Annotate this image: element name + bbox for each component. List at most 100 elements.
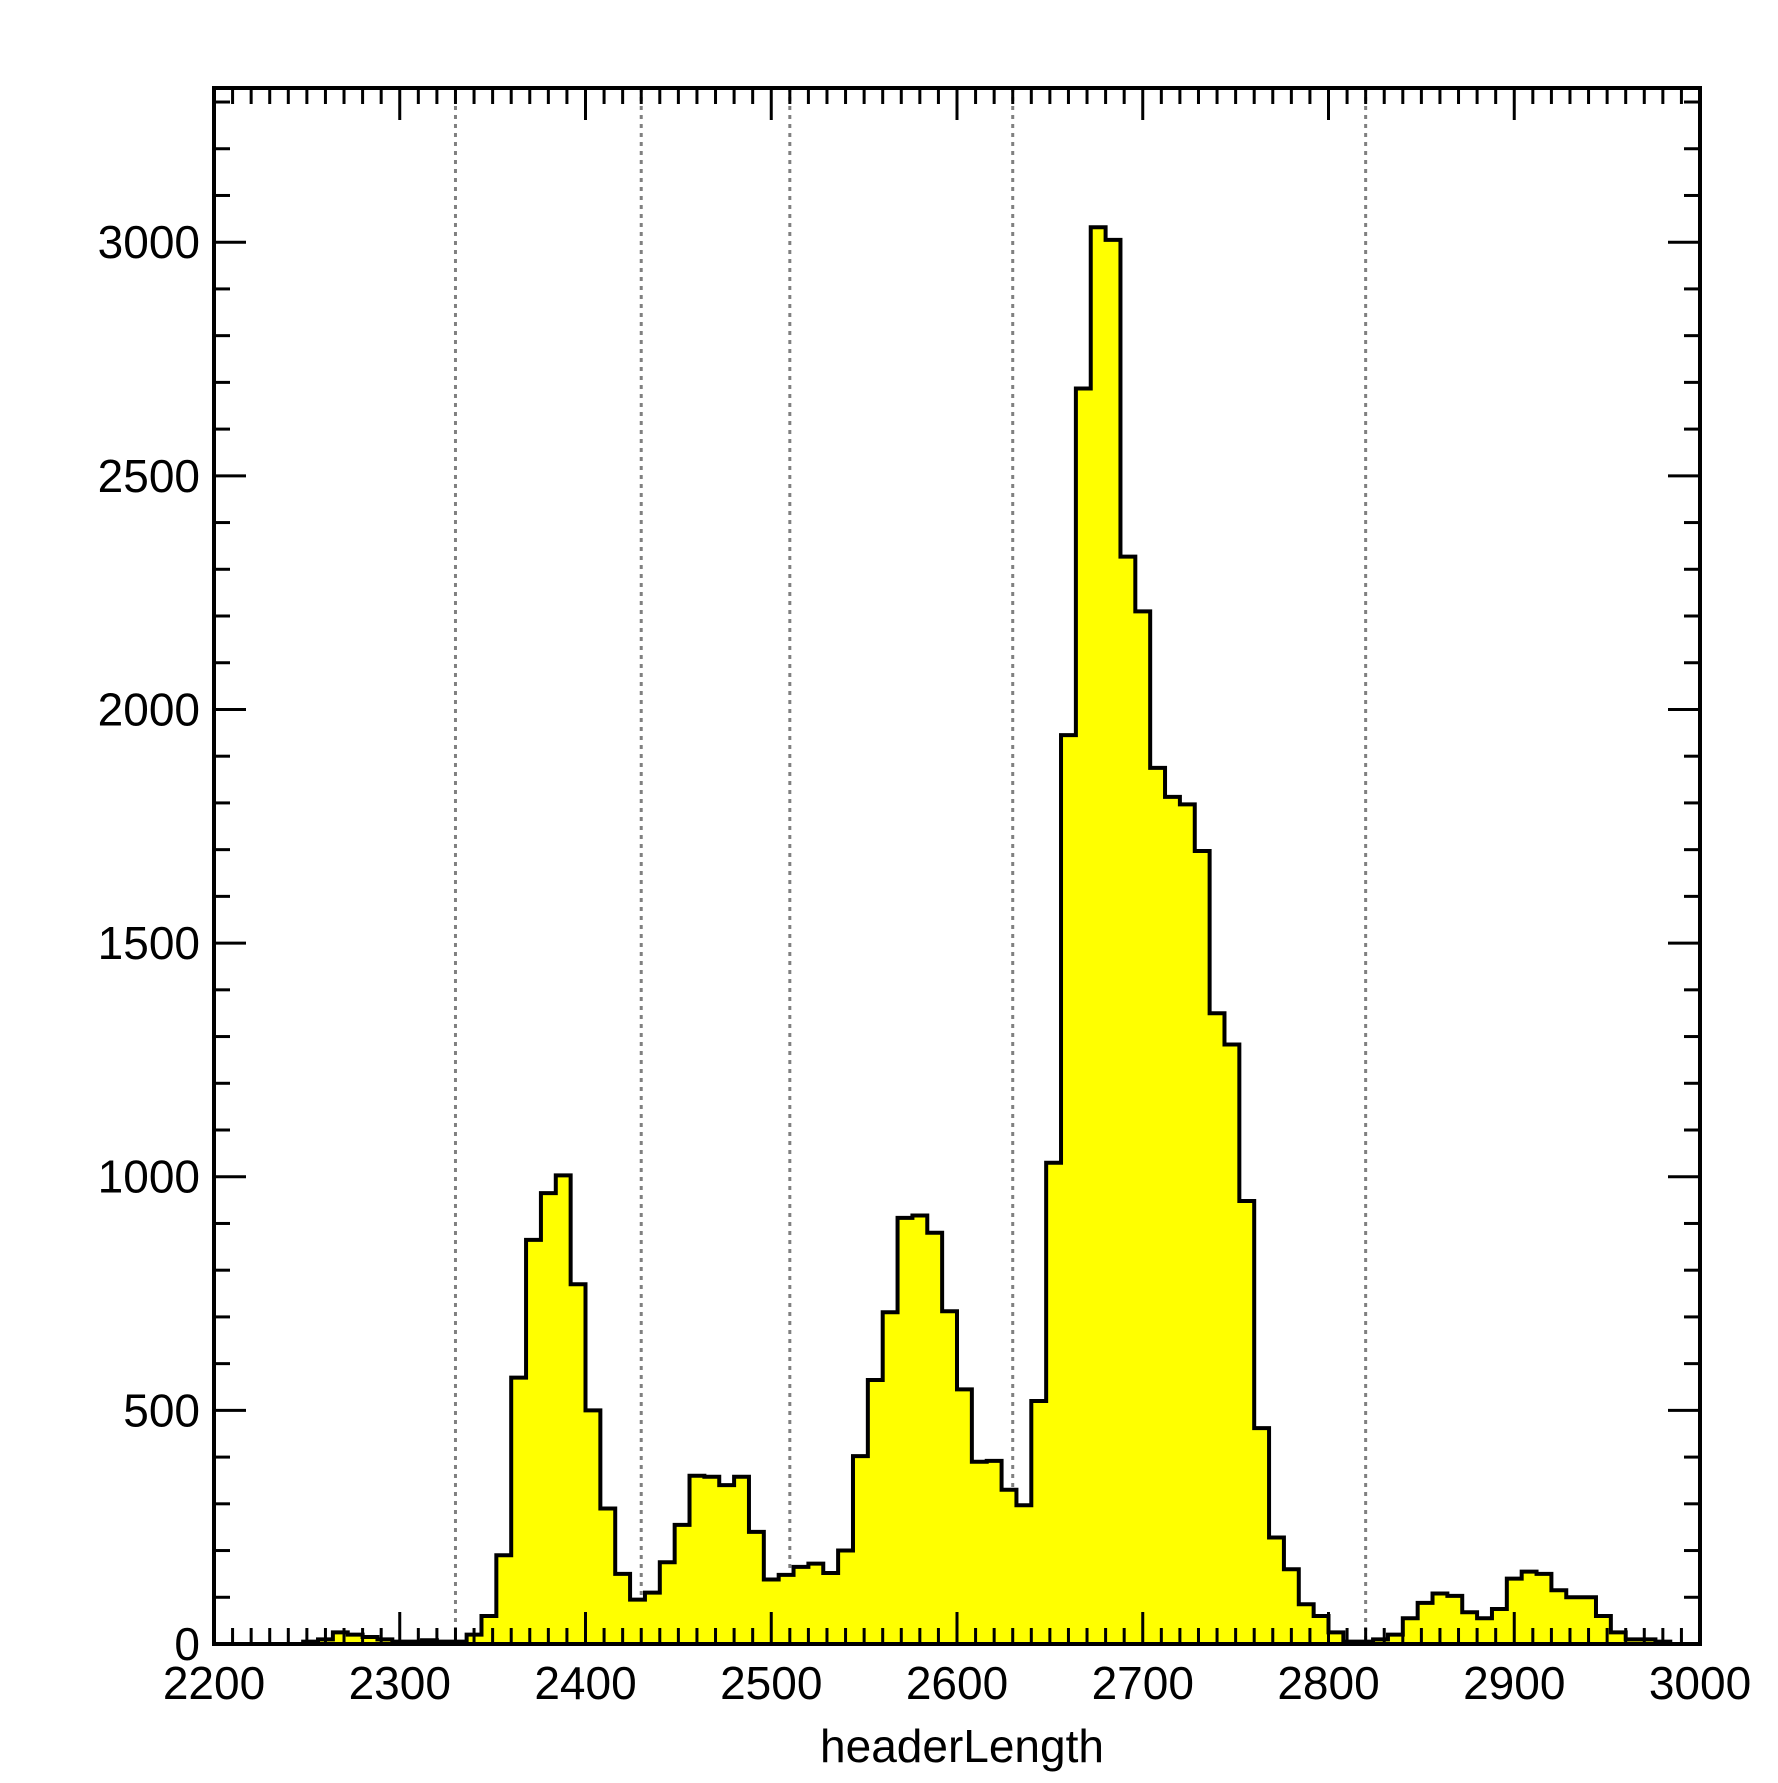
x-tick-label: 2300 [349, 1657, 451, 1709]
histogram-bar [882, 1312, 899, 1644]
histogram-bar [1165, 796, 1181, 1644]
y-tick-label: 0 [174, 1618, 200, 1670]
histogram-bar [1075, 388, 1092, 1644]
y-tick-labels: 0 500 1000 1500 2000 2500 3000 [98, 216, 200, 1670]
histogram-bar [1432, 1593, 1448, 1644]
histogram-bar [927, 1232, 943, 1644]
histogram-bar [526, 1239, 542, 1644]
histogram-bar [1090, 227, 1107, 1645]
histogram-bar [659, 1562, 676, 1644]
y-tick-label: 1000 [98, 1151, 200, 1203]
histogram-bar [347, 1634, 364, 1644]
histogram-bar [644, 1592, 661, 1644]
guide-lines [453, 88, 1368, 1644]
histogram-bar [942, 1311, 958, 1644]
x-tick-label: 2800 [1277, 1657, 1379, 1709]
x-tick-label: 2900 [1463, 1657, 1565, 1709]
y-tick-label: 500 [123, 1384, 200, 1436]
histogram-bar [481, 1615, 497, 1644]
histogram-bar [1477, 1618, 1493, 1644]
histogram-bar [748, 1531, 765, 1644]
histogram-bar [1209, 1013, 1226, 1644]
x-tick-label: 2200 [163, 1657, 265, 1709]
histogram-bar [1194, 851, 1211, 1644]
histogram-bar [1506, 1578, 1523, 1644]
histogram-bar [1254, 1428, 1270, 1644]
histogram-bar [1313, 1615, 1330, 1644]
histogram-bar [1521, 1571, 1538, 1644]
histogram-bar [555, 1175, 572, 1644]
histogram-bar [808, 1563, 824, 1644]
histogram-bar [332, 1632, 349, 1644]
x-tick-label: 2400 [534, 1657, 636, 1709]
histogram-bar [867, 1379, 884, 1644]
histogram-bar [1061, 735, 1077, 1644]
histogram-bar [1387, 1634, 1404, 1644]
histogram-bar [1179, 804, 1196, 1644]
histogram-bar [1150, 767, 1166, 1644]
histogram-bar [540, 1193, 557, 1644]
histogram-bar [1402, 1618, 1419, 1644]
histogram-bar [838, 1550, 854, 1644]
histogram-bar [1551, 1590, 1567, 1644]
histogram-bar [823, 1572, 839, 1644]
x-tick-label: 2600 [906, 1657, 1008, 1709]
histogram-bar [511, 1377, 527, 1644]
x-tick-label: 2700 [1092, 1657, 1194, 1709]
histogram-bar [1462, 1612, 1478, 1644]
histogram-bar [852, 1456, 869, 1644]
histogram-bar [793, 1566, 809, 1644]
histogram-bar [897, 1217, 914, 1644]
x-tick-label: 3000 [1649, 1657, 1751, 1709]
histogram-bar [570, 1284, 587, 1644]
histogram-bar [912, 1215, 928, 1644]
histogram-bar [1269, 1537, 1285, 1644]
histogram-bar [1283, 1569, 1300, 1644]
histogram-bar [1016, 1505, 1032, 1644]
y-tick-label: 2500 [98, 450, 200, 502]
histogram-bar [630, 1599, 646, 1644]
y-tick-label: 2000 [98, 683, 200, 735]
plot-frame [212, 86, 1702, 1646]
x-axis-title: headerLength [820, 1720, 1104, 1772]
histogram-bar [674, 1524, 691, 1644]
histogram-bar [1224, 1044, 1240, 1644]
histogram-bar [1105, 239, 1122, 1645]
histogram-bar [377, 1639, 393, 1644]
histogram-bar [763, 1579, 780, 1644]
axis-ticks [212, 88, 1702, 1646]
x-tick-label: 2500 [720, 1657, 822, 1709]
histogram-bar [585, 1410, 601, 1644]
histogram-bar [1001, 1489, 1018, 1644]
y-tick-label: 3000 [98, 216, 200, 268]
histogram-bar [1640, 1639, 1657, 1644]
histogram-bar [704, 1476, 720, 1644]
histogram-bar [778, 1574, 795, 1644]
y-tick-label: 1500 [98, 917, 200, 969]
histogram-bar [1239, 1201, 1255, 1644]
histogram-bars [301, 225, 1673, 1645]
x-tick-labels: 2200 2300 2400 2500 2600 2700 2800 2900 3000 [163, 1657, 1751, 1709]
histogram-bar [689, 1475, 705, 1644]
histogram-outline [301, 225, 1673, 1644]
histogram-bar [971, 1461, 988, 1644]
histogram-bar [1031, 1401, 1047, 1644]
histogram-bar [1536, 1573, 1552, 1644]
histogram-bar [615, 1573, 631, 1644]
histogram-bar [1328, 1632, 1344, 1644]
histogram-bar [600, 1508, 616, 1644]
histogram-bar [496, 1555, 512, 1644]
histogram-bar [1610, 1632, 1627, 1644]
histogram-bar [986, 1460, 1003, 1644]
histogram-bar [1120, 556, 1136, 1644]
histogram-bar [1581, 1597, 1597, 1644]
histogram-bar [719, 1485, 735, 1644]
histogram-bar [1135, 611, 1151, 1644]
histogram-bar [1625, 1639, 1642, 1644]
histogram-bar [957, 1389, 973, 1644]
histogram-bar [362, 1636, 379, 1644]
histogram-bar [1373, 1639, 1389, 1644]
histogram-bar [1046, 1162, 1062, 1644]
